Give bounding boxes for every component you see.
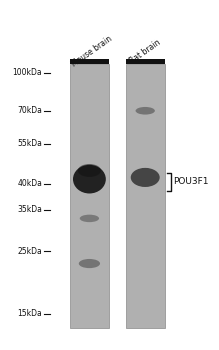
Bar	[70, 59, 109, 64]
Text: 55kDa: 55kDa	[17, 139, 42, 148]
Text: 25kDa: 25kDa	[18, 247, 42, 256]
Ellipse shape	[80, 215, 99, 222]
Bar	[70, 64, 109, 328]
Ellipse shape	[131, 168, 160, 187]
Text: 100kDa: 100kDa	[12, 68, 42, 77]
Text: Rat brain: Rat brain	[128, 38, 162, 65]
Text: 40kDa: 40kDa	[17, 179, 42, 188]
Bar	[126, 59, 164, 64]
Text: POU3F1: POU3F1	[173, 177, 209, 187]
Ellipse shape	[79, 259, 100, 268]
Text: 70kDa: 70kDa	[17, 106, 42, 115]
Ellipse shape	[73, 165, 106, 194]
Text: Mouse brain: Mouse brain	[70, 34, 114, 69]
Text: 15kDa: 15kDa	[18, 309, 42, 318]
Ellipse shape	[78, 164, 101, 177]
Bar	[126, 64, 164, 328]
Ellipse shape	[136, 107, 155, 114]
Text: 35kDa: 35kDa	[17, 205, 42, 214]
